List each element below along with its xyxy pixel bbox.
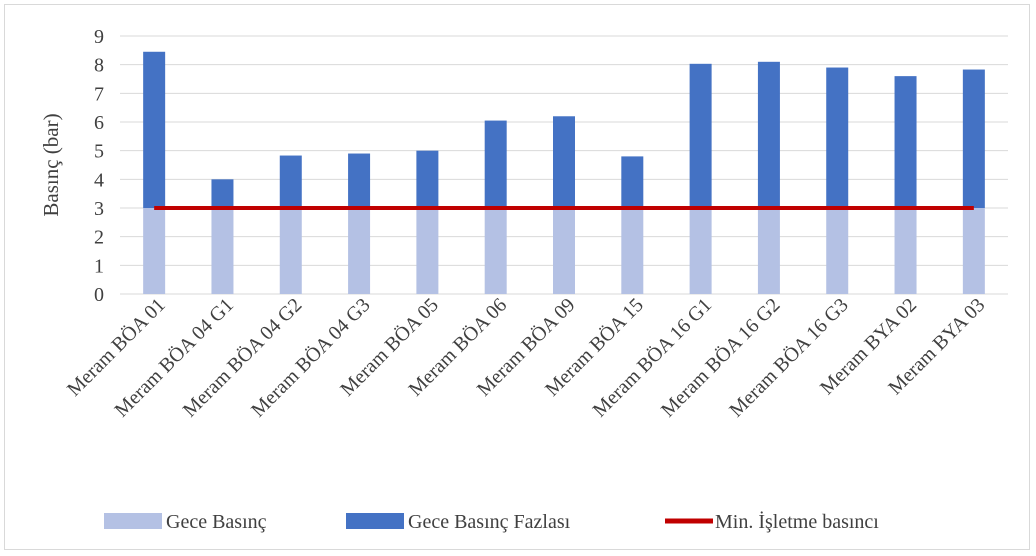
x-tick-label-2: Meram BÖA 04 G2	[178, 293, 306, 421]
bar-gece-basinc-6	[553, 208, 575, 294]
bar-gece-basinc-fazlasi-5	[484, 120, 507, 208]
legend-label-1: Gece Basınç Fazlası	[408, 511, 571, 533]
bar-gece-basinc-3	[348, 208, 371, 294]
bar-gece-basinc-5	[484, 208, 507, 294]
bar-gece-basinc-7	[621, 208, 644, 294]
bar-gece-basinc-12	[962, 208, 985, 294]
legend-swatch-0	[104, 513, 162, 529]
bar-gece-basinc-10	[826, 208, 849, 294]
x-tick-label-8: Meram BÖA 16 G1	[588, 293, 716, 421]
y-tick-label-5: 5	[94, 141, 104, 163]
gridlines	[120, 35, 1008, 295]
legend-label-2: Min. İşletme basıncı	[715, 510, 879, 533]
bar-gece-basinc-fazlasi-10	[826, 67, 849, 209]
y-axis-ticks: 0 1 2 3 4 5 6 7 8 9	[94, 26, 104, 306]
y-tick-label-3: 3	[94, 198, 104, 220]
bar-gece-basinc-fazlasi-12	[962, 69, 985, 208]
bar-gece-basinc-fazlasi-0	[143, 51, 166, 209]
bar-gece-basinc-4	[416, 208, 439, 294]
legend: Gece Basınç Gece Basınç Fazlası Min. İşlet…	[104, 510, 879, 533]
bar-gece-basinc-fazlasi-3	[348, 153, 371, 208]
bar-gece-basinc-8	[689, 208, 712, 294]
bar-gece-basinc-fazlasi-2	[279, 155, 302, 208]
bar-gece-basinc-fazlasi-1	[211, 179, 234, 208]
bar-gece-basinc-2	[279, 208, 302, 294]
y-tick-label-9: 9	[94, 26, 104, 48]
x-tick-label-10: Meram BÖA 16 G3	[725, 293, 853, 421]
bar-gece-basinc-fazlasi-11	[894, 76, 917, 208]
y-tick-label-2: 2	[94, 227, 104, 249]
x-tick-label-9: Meram BÖA 16 G2	[656, 293, 784, 421]
bar-gece-basinc-11	[894, 208, 917, 294]
bars	[143, 51, 985, 294]
bar-gece-basinc-fazlasi-9	[757, 61, 780, 208]
legend-swatch-1	[346, 513, 404, 529]
y-tick-label-8: 8	[94, 55, 104, 77]
y-tick-label-4: 4	[94, 169, 104, 191]
bar-gece-basinc-9	[757, 208, 780, 294]
x-tick-label-1: Meram BÖA 04 G1	[110, 293, 238, 421]
y-tick-label-0: 0	[94, 284, 104, 306]
legend-label-0: Gece Basınç	[166, 511, 267, 533]
bar-gece-basinc-fazlasi-6	[553, 116, 575, 208]
y-tick-label-7: 7	[94, 83, 104, 105]
bar-gece-basinc-fazlasi-8	[689, 63, 712, 208]
x-tick-label-3: Meram BÖA 04 G3	[246, 293, 374, 421]
chart-frame	[4, 4, 1030, 550]
bar-gece-basinc-fazlasi-7	[621, 156, 644, 208]
y-tick-label-1: 1	[94, 255, 104, 277]
bar-gece-basinc-0	[143, 208, 166, 294]
y-tick-label-6: 6	[94, 112, 104, 134]
bar-gece-basinc-1	[211, 208, 234, 294]
bar-gece-basinc-fazlasi-4	[416, 150, 439, 208]
y-axis-label: Basınç (bar)	[39, 113, 63, 216]
